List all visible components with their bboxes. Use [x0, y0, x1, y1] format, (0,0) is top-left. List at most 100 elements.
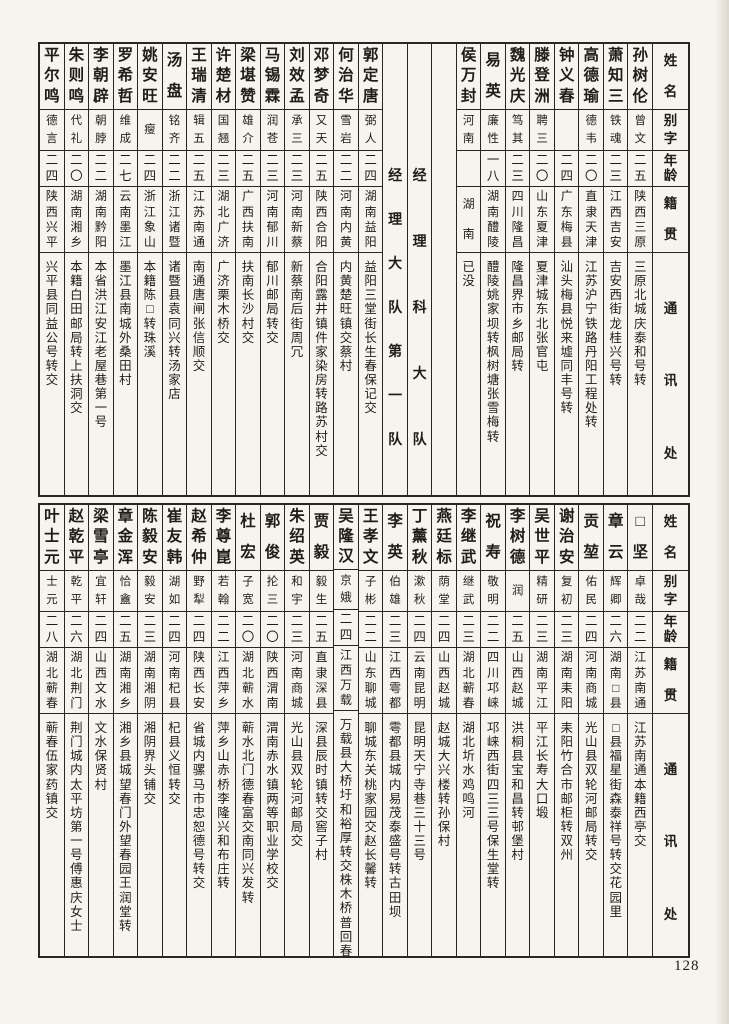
- age-cell: 二三: [285, 612, 309, 648]
- header-name: 姓名: [653, 505, 688, 571]
- person-column: 梁堪赞雄介二五广西扶南扶南长沙村交: [235, 44, 260, 495]
- person-column: 贡堃佑民二四河南商城光山县双轮河邮局转交: [578, 505, 603, 956]
- header-age: 年龄: [653, 151, 688, 187]
- address-cell: 本籍白田邮局转上扶洞交: [70, 260, 83, 416]
- person-column: 吴世平精研二三湖南平江平江长寿大口塅: [529, 505, 554, 956]
- name-cell: 魏光庆: [505, 44, 530, 110]
- address-cell: 本籍陈 □ 转珠溪: [143, 260, 157, 359]
- courtesy-name-cell: 卓哉: [628, 571, 652, 612]
- name-cell: 杜宏: [236, 505, 260, 571]
- address-cell: 南通唐闸张信顺交: [192, 260, 206, 373]
- age-cell: 二四: [407, 612, 432, 648]
- person-column: 魏光庆笃其二三四川隆昌隆昌界市乡邮局转: [504, 44, 530, 495]
- age-cell: 二二: [628, 612, 652, 648]
- age-cell: 二〇: [236, 612, 260, 648]
- age-cell: 二四: [40, 151, 64, 187]
- age-cell: 二四: [579, 612, 603, 648]
- native-place-cell: 陕西三原: [628, 187, 652, 253]
- name-cell: 姚安旺: [138, 44, 162, 110]
- person-column: 燕廷标荫堂二四山西赵城赵城大兴楼转孙保村: [431, 505, 456, 956]
- native-place-cell: 河南商城: [579, 648, 603, 714]
- native-place-cell: 湖南醴陵: [481, 187, 505, 253]
- age-cell: 二五: [505, 612, 530, 648]
- address-cell: 湖北圻水鸡鸣河: [462, 721, 475, 820]
- header-address: 通讯处: [663, 762, 678, 922]
- native-place-cell: 云南墨江: [113, 187, 138, 253]
- header-courtesy-name: 别字: [653, 571, 688, 612]
- name-cell: 许楚材: [211, 44, 236, 110]
- courtesy-name-cell: 雪岩: [334, 110, 358, 151]
- address-cell: 省城内骡马市忠恕德号转交: [192, 721, 206, 891]
- address-cell: 光山县双轮河邮局转交: [584, 721, 598, 863]
- person-column: 李继武继武二三湖北蕲春湖北圻水鸡鸣河: [455, 505, 481, 956]
- address-cell: 兴平县同益公号转交: [45, 260, 59, 387]
- native-place-cell: 湖南 □ 县: [603, 648, 628, 714]
- courtesy-name-cell: 润苍: [260, 110, 285, 151]
- name-cell: 郭俊: [260, 505, 285, 571]
- header-column: 姓名别字年龄籍贯通讯处: [652, 505, 688, 956]
- native-place-cell: 江苏南通: [187, 187, 211, 253]
- roster-table-bottom: 姓名别字年龄籍贯通讯处 □ 坚卓哉二二江苏南通江苏南通本籍西亭交章云辉卿二六湖南 □ 县…: [38, 503, 690, 958]
- native-place-cell: 河南郁川: [260, 187, 285, 253]
- native-place-cell: 湖北蕲水: [236, 648, 260, 714]
- person-column: 姚安旺瘦二四浙江象山本籍陈 □ 转珠溪: [137, 44, 162, 495]
- native-place-cell: 陕西长安: [187, 648, 211, 714]
- native-place-cell: 陕西兴平: [40, 187, 64, 253]
- native-place-cell: 湖南益阳: [358, 187, 383, 253]
- address-cell: 平江长寿大口塅: [535, 721, 549, 820]
- address-cell: 江苏沪宁铁路丹阳工程处转: [584, 260, 598, 430]
- native-place-cell: 湖南湘阴: [138, 648, 162, 714]
- name-cell: 刘效孟: [285, 44, 309, 110]
- age-cell: 二四: [89, 612, 113, 648]
- address-cell: 合阳露井镇件家染房转路苏村交: [315, 260, 328, 458]
- address-cell: 新蔡南后街周冗: [290, 260, 304, 359]
- courtesy-name-cell: 德言: [40, 110, 64, 151]
- courtesy-name-cell: 德韦: [579, 110, 603, 151]
- name-cell: 马锡霖: [260, 44, 285, 110]
- native-place-cell: 河南新蔡: [285, 187, 309, 253]
- age-cell: 二二: [334, 151, 358, 187]
- native-place-cell: 浙江诸暨: [162, 187, 187, 253]
- native-place-cell: 山西文水: [89, 648, 113, 714]
- age-cell: 二五: [628, 151, 652, 187]
- age-cell: 二三: [211, 151, 236, 187]
- native-place-cell: 湖南: [456, 187, 481, 253]
- courtesy-name-cell: 毅安: [138, 571, 162, 612]
- courtesy-name-cell: 铭齐: [162, 110, 187, 151]
- address-cell: 内黄楚旺镇交蔡村: [339, 260, 353, 373]
- courtesy-name-cell: 野犁: [187, 571, 211, 612]
- person-column: 丁薰秋漱秋二四云南昆明昆明天宁寺巷三十三号: [406, 505, 432, 956]
- courtesy-name-cell: 廉性: [481, 110, 505, 151]
- address-cell: 蕲春伍家药镇交: [45, 721, 59, 820]
- address-cell: □ 县福星街森泰祥号转交花园里: [609, 721, 622, 919]
- person-column: 贾毅毅生二五直隶深县深县辰时镇转交窖子村: [308, 505, 334, 956]
- header-native-place: 籍贯: [653, 187, 688, 253]
- address-cell: 萍乡山赤桥李隆兴和布庄转: [217, 721, 230, 891]
- courtesy-name-cell: 复初: [554, 571, 579, 612]
- courtesy-name-cell: 雄介: [236, 110, 260, 151]
- name-cell: 邓梦奇: [309, 44, 334, 110]
- roster-table-top: 姓名别字年龄籍贯通讯处孙树伦曾文二五陕西三原三原北城庆泰和号转萧知三铁魂二三江西…: [38, 42, 690, 497]
- address-cell: 隆昌界市乡邮局转: [511, 260, 524, 373]
- courtesy-name-cell: 瘦: [138, 110, 162, 151]
- address-cell: 扶南长沙村交: [241, 260, 255, 345]
- address-cell: 湘阴界头铺交: [143, 721, 157, 806]
- name-cell: 李继武: [456, 505, 481, 571]
- native-place-cell: 山东聊城: [358, 648, 383, 714]
- address-cell: 夏津城东北张官屯: [535, 260, 549, 373]
- address-cell: 杞县义恒转交: [168, 721, 181, 806]
- name-cell: 郭定唐: [358, 44, 383, 110]
- person-column: 郭俊抡三二〇陕西渭南渭南赤水镇两等职业学校交: [259, 505, 285, 956]
- age-cell: 二四: [187, 612, 211, 648]
- person-column: 平尔鸣德言二四陕西兴平兴平县同益公号转交: [40, 44, 64, 495]
- native-place-cell: 湖南黔阳: [89, 187, 113, 253]
- age-cell: 二三: [285, 151, 309, 187]
- age-cell: 二四: [358, 151, 383, 187]
- native-place-cell: 云南昆明: [407, 648, 432, 714]
- name-cell: 罗希哲: [113, 44, 138, 110]
- name-cell: 王瑞清: [187, 44, 211, 110]
- native-place-cell: 河南杞县: [162, 648, 187, 714]
- address-cell: 广济栗木桥交: [217, 260, 230, 345]
- address-cell: 光山县双轮河邮局交: [290, 721, 304, 848]
- age-cell: 二五: [309, 151, 334, 187]
